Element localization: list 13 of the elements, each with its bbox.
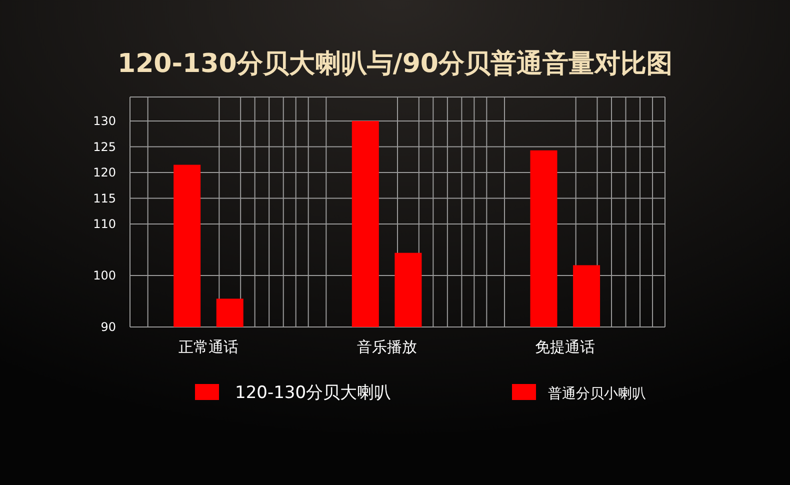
chart-title: 120-130分贝大喇叭与/90分贝普通音量对比图 (117, 48, 673, 79)
y-tick-label: 100 (93, 268, 116, 282)
y-tick-label: 115 (93, 191, 116, 206)
y-tick-label: 120 (93, 166, 116, 180)
x-tick-label: 音乐播放 (356, 338, 417, 356)
y-tick-label: 130 (93, 114, 116, 128)
x-tick-label: 正常通话 (178, 338, 238, 356)
y-tick-label: 90 (100, 320, 116, 334)
y-tick-label: 125 (93, 140, 116, 154)
legend-label: 普通分贝小喇叭 (548, 385, 646, 402)
x-tick-label: 免提通话 (535, 338, 596, 356)
y-tick-label: 110 (93, 217, 116, 231)
legend-label: 120-130分贝大喇叭 (235, 383, 392, 403)
